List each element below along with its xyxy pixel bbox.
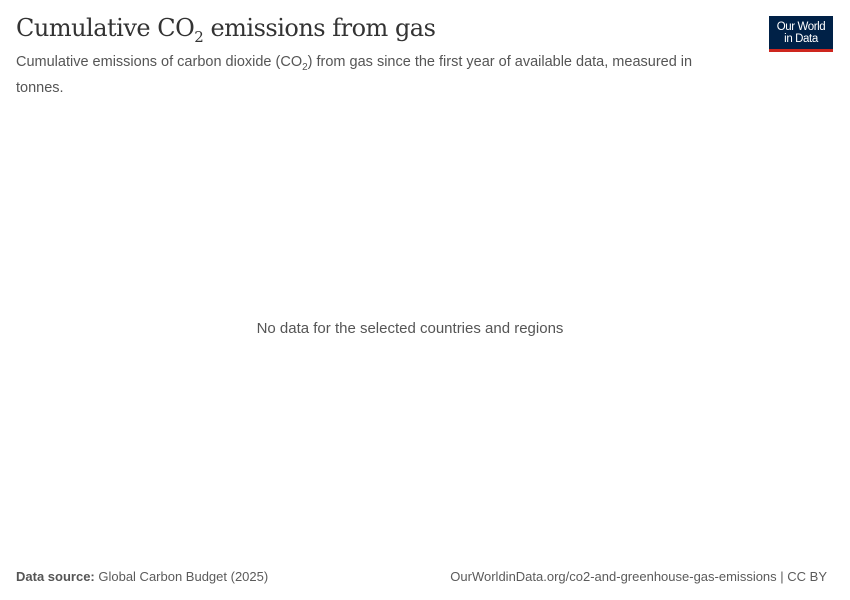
data-source-label: Data source: xyxy=(16,569,95,584)
title-text-end: emissions from gas xyxy=(203,14,436,42)
subtitle-text: Cumulative emissions of carbon dioxide (… xyxy=(16,54,303,70)
title-text: Cumulative CO xyxy=(16,14,195,42)
data-source-link[interactable]: Global Carbon Budget (2025) xyxy=(94,569,269,584)
chart-subtitle: Cumulative emissions of carbon dioxide (… xyxy=(16,52,716,98)
subtitle-subscript: 2 xyxy=(302,61,308,73)
chart-title: Cumulative CO2 emissions from gas xyxy=(16,14,436,46)
logo-line-2: in Data xyxy=(784,33,818,45)
logo-line-1: Our World xyxy=(776,21,826,33)
chart-url[interactable]: OurWorldinData.org/co2-and-greenhouse-ga… xyxy=(450,569,827,584)
subtitle-text-end: ) from gas since the first year of avail… xyxy=(16,54,693,96)
owid-logo[interactable]: Our World in Data xyxy=(769,16,833,52)
title-subscript: 2 xyxy=(194,27,204,46)
no-data-message: No data for the selected countries and r… xyxy=(256,320,564,337)
data-source: Data source: Global Carbon Budget (2025) xyxy=(16,569,268,584)
